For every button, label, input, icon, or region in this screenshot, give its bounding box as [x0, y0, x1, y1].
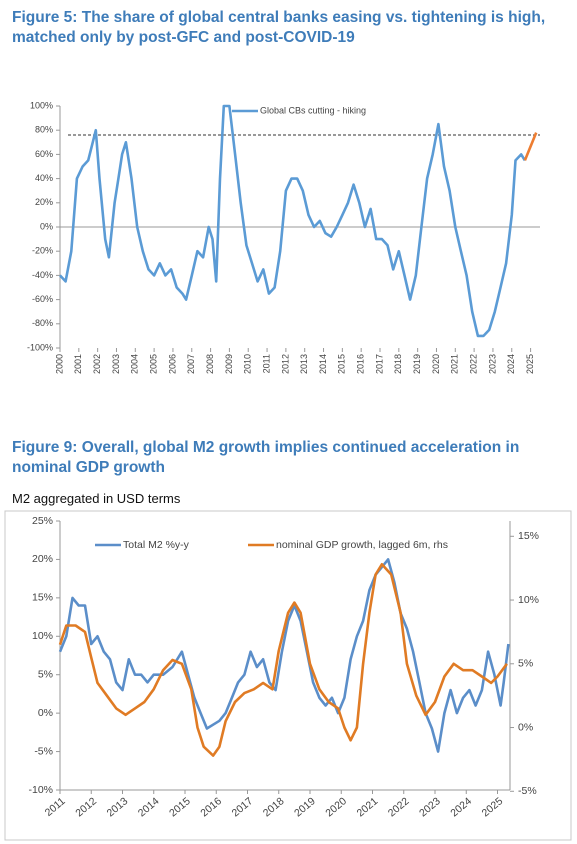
y-tick-label: 80%	[35, 125, 53, 135]
x-tick-label: 2003	[111, 354, 121, 374]
y-tick-label: -10%	[28, 784, 53, 796]
x-tick-label: 2024	[506, 354, 516, 374]
y2-tick-label: -5%	[518, 785, 537, 797]
x-tick-label: 2014	[136, 795, 162, 819]
x-tick-label: 2024	[448, 795, 474, 819]
x-tick-label: 2018	[393, 354, 403, 374]
x-tick-label: 2013	[105, 795, 131, 819]
x-tick-label: 2014	[318, 354, 328, 374]
x-tick-label: 2017	[230, 795, 256, 819]
y2-tick-label: 15%	[518, 530, 539, 542]
x-tick-label: 2001	[73, 354, 83, 374]
x-tick-label: 2019	[292, 795, 318, 819]
x-tick-label: 2018	[261, 795, 287, 819]
x-tick-label: 2022	[386, 795, 412, 819]
x-tick-label: 2023	[417, 795, 443, 819]
y2-tick-label: 5%	[518, 658, 533, 670]
x-tick-label: 2025	[480, 795, 506, 819]
y-tick-label: 60%	[35, 149, 53, 159]
x-tick-label: 2025	[525, 354, 535, 374]
y-tick-label: 15%	[32, 592, 53, 604]
x-tick-label: 2013	[299, 354, 309, 374]
x-tick-label: 2005	[148, 354, 158, 374]
y-tick-label: 5%	[38, 668, 53, 680]
chart-title: Figure 9: Overall, global M2 growth impl…	[12, 439, 520, 476]
y-tick-label: 10%	[32, 630, 53, 642]
x-tick-label: 2012	[280, 354, 290, 374]
x-tick-label: 2015	[167, 795, 193, 819]
x-tick-label: 2017	[374, 354, 384, 374]
x-tick-label: 2011	[261, 354, 271, 373]
series-line	[523, 132, 538, 161]
y-tick-label: -20%	[32, 246, 53, 256]
x-tick-label: 2021	[450, 354, 460, 374]
legend-label: Total M2 %y-y	[123, 539, 190, 551]
y-tick-label: 20%	[32, 553, 53, 565]
y-tick-label: -100%	[27, 342, 53, 352]
x-tick-label: 2021	[355, 795, 381, 819]
x-tick-label: 2023	[487, 354, 497, 374]
x-tick-label: 2002	[92, 354, 102, 374]
x-tick-label: 2012	[73, 795, 99, 819]
x-tick-label: 2020	[323, 795, 349, 819]
series-line	[58, 558, 510, 753]
series-line	[59, 104, 527, 338]
x-tick-label: 2009	[224, 354, 234, 374]
x-tick-label: 2008	[205, 354, 215, 374]
x-tick-label: 2019	[412, 354, 422, 374]
x-tick-label: 2004	[130, 354, 140, 374]
chart-subtitle: M2 aggregated in USD terms	[12, 491, 181, 506]
y-tick-label: 0%	[40, 221, 53, 231]
x-tick-label: 2016	[198, 795, 224, 819]
y-tick-label: 100%	[30, 100, 53, 110]
y2-tick-label: 0%	[518, 721, 533, 733]
x-tick-label: 2000	[54, 354, 64, 374]
y-tick-label: -80%	[32, 318, 53, 328]
y2-tick-label: 10%	[518, 594, 539, 606]
x-tick-label: 2022	[468, 354, 478, 374]
x-tick-label: 2015	[337, 354, 347, 374]
legend-label: Global CBs cutting - hiking	[260, 105, 366, 115]
chart-frame	[4, 510, 572, 841]
y-tick-label: 0%	[38, 707, 53, 719]
y-tick-label: 20%	[35, 197, 53, 207]
x-tick-label: 2011	[43, 795, 68, 819]
y-tick-label: -5%	[34, 745, 53, 757]
x-tick-label: 2010	[243, 354, 253, 374]
x-tick-label: 2007	[186, 354, 196, 374]
y-tick-label: -40%	[32, 270, 53, 280]
chart-title: Figure 5: The share of global central ba…	[12, 9, 546, 46]
y-tick-label: 40%	[35, 173, 53, 183]
y-tick-label: 25%	[32, 515, 53, 527]
series-line	[58, 563, 508, 757]
x-tick-label: 2020	[431, 354, 441, 374]
x-tick-label: 2006	[167, 354, 177, 374]
y-tick-label: -60%	[32, 294, 53, 304]
x-tick-label: 2016	[356, 354, 366, 374]
legend-label: nominal GDP growth, lagged 6m, rhs	[276, 539, 448, 551]
